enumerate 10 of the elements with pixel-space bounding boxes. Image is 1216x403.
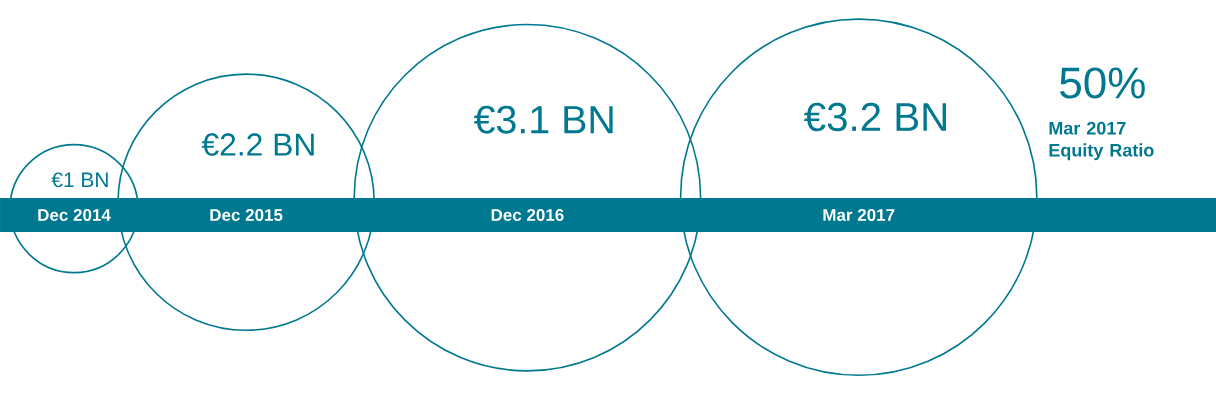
data-label: €1 BN [51, 172, 108, 188]
category-label: Mar 2017 [823, 208, 895, 222]
category-label: Dec 2015 [210, 208, 283, 222]
data-label: €3.1 BN [473, 105, 613, 134]
data-label: €2.2 BN [201, 133, 314, 156]
text: Mar 2017 Equity Ratio [1049, 121, 1154, 161]
category-label: Dec 2016 [491, 208, 564, 222]
category-label: Dec 2014 [38, 208, 111, 222]
data-label: €3.2 BN [804, 102, 946, 132]
text: 50% [1060, 67, 1145, 99]
